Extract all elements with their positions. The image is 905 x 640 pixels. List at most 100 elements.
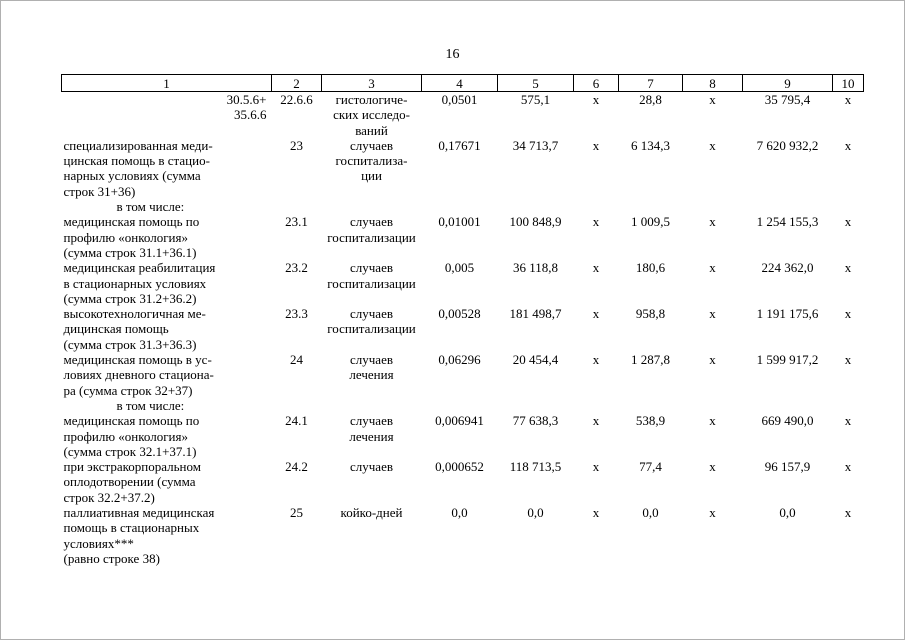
cell-c4: 0,005 (444, 260, 475, 276)
cell-c9: 96 157,9 (764, 459, 811, 475)
cell-c5: 34 713,7 (512, 137, 559, 153)
cell-c3: случаев госпитализации (327, 260, 416, 291)
cell-c2: 23.1 (285, 214, 308, 230)
cell-c9: 35 795,4 (764, 92, 811, 107)
cell-c9: 224 362,0 (761, 260, 814, 276)
cell-c6 (574, 199, 619, 214)
cell-c3: случаев лечения (349, 352, 394, 383)
cell-c4: 0,00528 (438, 306, 481, 322)
cell-c6: х (592, 306, 600, 322)
cell-c9: 1 254 155,3 (756, 214, 819, 230)
cell-c3: случаев госпитализации (327, 214, 416, 245)
column-number-5: 5 (497, 74, 574, 92)
cell-c3: случаев госпитализации (327, 306, 416, 337)
cell-c4: 0,000652 (435, 459, 484, 475)
cell-c10: х (844, 137, 852, 153)
table-row: специализированная меди- цинская помощь … (62, 138, 864, 199)
cell-c7: 1 287,8 (631, 352, 670, 368)
cell-c10: х (844, 92, 852, 107)
cell-c6: х (592, 505, 600, 521)
cell-c1: при экстракорпоральном оплодотворении (с… (63, 459, 201, 505)
cell-c4 (422, 398, 498, 413)
table-row: медицинская помощь по профилю «онкология… (62, 214, 864, 260)
cell-c8 (683, 398, 743, 413)
table-row: медицинская помощь по профилю «онкология… (62, 413, 864, 459)
cell-c10: х (844, 214, 852, 230)
cell-c10: х (844, 413, 852, 429)
cell-c5: 0,0 (527, 505, 544, 521)
cell-c10: х (844, 260, 852, 276)
cell-c6: х (592, 260, 600, 276)
cell-c6: х (592, 137, 600, 153)
table-row: паллиативная медицинская помощь в стацио… (62, 505, 864, 566)
cell-c6: х (592, 413, 600, 429)
column-number-3: 3 (321, 74, 422, 92)
cell-c5: 36 118,8 (512, 260, 559, 276)
cell-c6: х (592, 92, 600, 107)
cell-c9 (743, 398, 833, 413)
cell-c8: х (709, 92, 716, 107)
cell-c10: х (844, 505, 852, 521)
column-number-8: 8 (682, 74, 743, 92)
cell-c2 (272, 398, 322, 413)
cell-c2: 23 (290, 137, 303, 153)
table-row: высокотехнологичная ме- дицинская помощь… (62, 306, 864, 352)
table-row: 30.5.6+ 35.6.6 22.6.6 гистологиче- ских ис… (62, 92, 864, 138)
cell-c2: 22.6.6 (280, 92, 313, 107)
cell-c7: 180,6 (635, 260, 666, 276)
cell-c5: 100 848,9 (509, 214, 562, 230)
cell-c1: паллиативная медицинская помощь в стацио… (63, 505, 215, 566)
cell-c4: 0,01001 (438, 214, 481, 230)
cell-c5 (498, 398, 574, 413)
table-row: медицинская реабилитация в стационарных … (62, 260, 864, 306)
cell-c3: койко-дней (340, 505, 403, 521)
cell-c9 (743, 199, 833, 214)
cell-c2: 24.2 (285, 459, 308, 475)
cell-c2 (272, 199, 322, 214)
cell-c1: в том числе: (116, 199, 185, 215)
cell-c7: 28,8 (639, 92, 662, 107)
cell-c1: медицинская помощь по профилю «онкология… (63, 413, 200, 459)
table-row: в том числе: (62, 398, 864, 413)
cell-c5: 575,1 (520, 92, 551, 107)
cell-c6: х (592, 214, 600, 230)
cell-c8: х (709, 306, 716, 322)
cell-c4: 0,06296 (438, 352, 481, 368)
cell-c2: 23.3 (285, 306, 308, 322)
column-number-7: 7 (618, 74, 683, 92)
cell-c7: 77,4 (639, 459, 662, 475)
cell-c6: х (592, 459, 600, 475)
cell-c10: х (844, 306, 852, 322)
cell-c7: 1 009,5 (631, 214, 670, 230)
cell-c7: 6 134,3 (631, 137, 670, 153)
cell-c1: медицинская помощь по профилю «онкология… (63, 214, 200, 260)
cell-c4: 0,0501 (441, 92, 478, 107)
cell-c4: 0,0 (451, 505, 468, 521)
cell-c6: х (592, 352, 600, 368)
cell-c6 (574, 398, 619, 413)
table-body: 30.5.6+ 35.6.6 22.6.6 гистологиче- ских ис… (62, 92, 864, 567)
cell-c8: х (709, 352, 716, 368)
cell-c7: 958,8 (635, 306, 666, 322)
table-row: медицинская помощь в ус- ловиях дневного… (62, 352, 864, 398)
cell-c3: случаев (350, 459, 393, 475)
column-number-2: 2 (271, 74, 322, 92)
cell-c5: 20 454,4 (512, 352, 559, 368)
cell-c1: специализированная меди- цинская помощь … (63, 137, 213, 199)
cell-c9: 0,0 (779, 505, 796, 521)
column-number-1: 1 (61, 74, 272, 92)
tariff-table: 1 2 3 4 5 6 7 8 9 10 30.5.6+ 35.6.6 22.6.6 гистолог… (61, 74, 864, 566)
cell-c8: х (709, 260, 716, 276)
cell-c8: х (709, 214, 716, 230)
cell-c2: 25 (290, 505, 303, 521)
cell-c5 (498, 199, 574, 214)
cell-c3: гистологиче- ских исследо- ваний (333, 92, 410, 138)
cell-c4: 0,006941 (435, 413, 484, 429)
cell-c7 (619, 199, 683, 214)
column-number-10: 10 (832, 74, 864, 92)
cell-c1: медицинская помощь в ус- ловиях дневного… (63, 352, 214, 398)
cell-c3 (322, 398, 422, 413)
cell-c9: 7 620 932,2 (756, 137, 819, 153)
cell-c9: 1 599 917,2 (756, 352, 819, 368)
